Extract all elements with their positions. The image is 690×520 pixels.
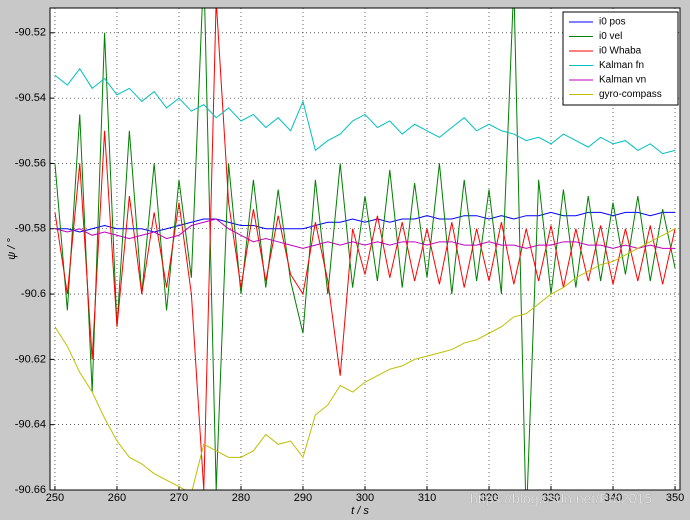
- plot-lines: [54, 8, 676, 490]
- x-tick-label: 340: [604, 492, 622, 504]
- series-line: [54, 218, 676, 249]
- x-tick-label: 290: [294, 492, 312, 504]
- legend-label: i0 Whaba: [599, 46, 642, 57]
- plot-frame: [49, 7, 681, 491]
- x-tick-label: 330: [542, 492, 560, 504]
- legend-label: i0 pos: [599, 17, 626, 28]
- y-tick-label: -90.66: [15, 484, 46, 496]
- series-line: [54, 228, 676, 490]
- x-tick-label: 260: [108, 492, 126, 504]
- series-line: [54, 211, 676, 233]
- x-tick-label: 270: [170, 492, 188, 504]
- series-line: [54, 8, 676, 490]
- y-tick-label: -90.6: [21, 288, 46, 300]
- series-line: [54, 8, 676, 490]
- x-tick-label: 280: [232, 492, 250, 504]
- x-tick-label: 250: [46, 492, 64, 504]
- y-tick-label: -90.62: [15, 353, 46, 365]
- watermark: https://blog.csdn.net/Pro2015: [470, 491, 652, 507]
- series-line: [54, 67, 676, 155]
- x-tick-label: 350: [666, 492, 684, 504]
- y-tick-label: -90.52: [15, 27, 46, 39]
- y-axis-label: ψ / °: [6, 238, 18, 260]
- legend-label: gyro-compass: [599, 89, 662, 100]
- x-axis-label: t / s: [351, 505, 369, 517]
- legend-box: [562, 11, 679, 106]
- legend-label: Kalman vn: [599, 75, 646, 86]
- x-tick-label: 300: [356, 492, 374, 504]
- legend-label: Kalman fn: [599, 60, 644, 71]
- x-tick-label: 310: [418, 492, 436, 504]
- y-tick-label: -90.58: [15, 223, 46, 235]
- legend-label: i0 vel: [599, 31, 622, 42]
- y-tick-label: -90.64: [15, 419, 46, 431]
- y-tick-label: -90.54: [15, 92, 46, 104]
- y-tick-label: -90.56: [15, 157, 46, 169]
- x-tick-label: 320: [480, 492, 498, 504]
